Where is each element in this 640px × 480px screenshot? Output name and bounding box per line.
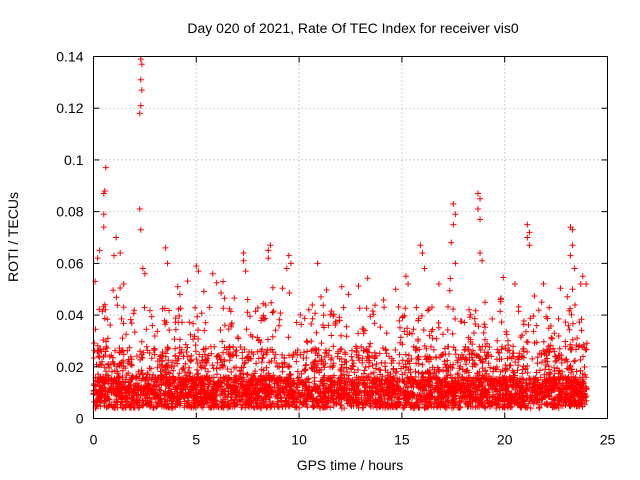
points-layer (90, 56, 590, 412)
scatter-point (138, 61, 145, 68)
scatter-point (220, 278, 227, 285)
y-tick-label: 0.08 (56, 204, 83, 220)
chart-title: Day 020 of 2021, Rate Of TEC Index for r… (187, 20, 518, 36)
scatter-point (137, 56, 144, 63)
x-tick-label: 25 (600, 432, 616, 448)
scatter-point (361, 327, 368, 334)
scatter-point (267, 242, 274, 249)
scatter-point (136, 206, 143, 213)
scatter-point (100, 224, 107, 231)
scatter-point (474, 206, 481, 213)
scatter-point (141, 270, 148, 277)
x-tick-label: 15 (394, 432, 410, 448)
scatter-point (137, 102, 144, 109)
scatter-point (96, 247, 103, 254)
scatter-point (100, 211, 107, 218)
scatter-point (137, 226, 144, 233)
scatter-point (450, 221, 457, 228)
scatter-point (195, 268, 202, 275)
scatter-point (314, 260, 321, 267)
scatter-point (138, 87, 145, 94)
scatter-point (474, 190, 481, 197)
scatter-point (240, 250, 247, 257)
axes-layer: 0 5 10 15 20 25 0 0.02 0.04 0.06 0.08 0.1 0.12 0.14 (56, 49, 615, 448)
scatter-point (100, 190, 107, 197)
scatter-point (287, 260, 294, 267)
scatter-point (452, 211, 459, 218)
scatter-point (403, 273, 410, 280)
scatter-point (577, 281, 584, 288)
scatter-point (209, 270, 216, 277)
y-tick-label: 0.14 (56, 49, 83, 65)
scatter-point (164, 260, 171, 267)
y-tick-label: 0.04 (56, 307, 83, 323)
scatter-point (405, 281, 412, 288)
scatter-point (113, 234, 120, 241)
scatter-point (392, 286, 399, 293)
scatter-point (569, 226, 576, 233)
scatter-point (283, 265, 290, 272)
scatter-point (102, 164, 109, 171)
x-tick-label: 5 (192, 432, 200, 448)
scatter-point (477, 250, 484, 257)
scatter-point (94, 255, 101, 262)
x-tick-label: 10 (291, 432, 307, 448)
scatter-point (265, 255, 272, 262)
x-tick-label: 0 (90, 432, 98, 448)
scatter-point (242, 268, 249, 275)
scatter-point (137, 76, 144, 83)
scatter-point (162, 244, 169, 251)
scatter-point (193, 262, 200, 269)
scatter-point (136, 110, 143, 117)
scatter-point (526, 242, 533, 249)
scatter-point (265, 247, 272, 254)
scatter-point (419, 250, 426, 257)
scatter-point (452, 260, 459, 267)
scatter-point (479, 257, 486, 264)
scatter-point (176, 291, 183, 298)
scatter-point (139, 265, 146, 272)
scatter-point (450, 200, 457, 207)
scatter-point (538, 299, 545, 306)
scatter-point (571, 265, 578, 272)
scatter-point (285, 252, 292, 259)
scatter-point (417, 242, 424, 249)
scatter-point (117, 250, 124, 257)
scatter-point (435, 281, 442, 288)
y-tick-label: 0.1 (64, 152, 84, 168)
y-tick-label: 0.02 (56, 359, 83, 375)
x-tick-label: 20 (497, 432, 513, 448)
scatter-point (101, 187, 108, 194)
scatter-point (569, 286, 576, 293)
scatter-point (111, 252, 118, 259)
scatter-point (526, 229, 533, 236)
y-tick-label: 0.12 (56, 100, 83, 116)
plot-frame (93, 56, 608, 419)
x-axis-label: GPS time / hours (297, 457, 404, 473)
scatter-point (421, 265, 428, 272)
scatter-point (240, 257, 247, 264)
scatter-point (477, 216, 484, 223)
scatter-point (345, 291, 352, 298)
scatter-point (174, 283, 181, 290)
scatter-point (567, 252, 574, 259)
scatter-point (497, 296, 504, 303)
y-tick-label: 0 (76, 411, 84, 427)
scatter-point-cloud (90, 274, 590, 412)
scatter-point (579, 273, 586, 280)
scatter-point (477, 195, 484, 202)
scatter-point (569, 242, 576, 249)
scatter-point (524, 234, 531, 241)
y-tick-label: 0.06 (56, 255, 83, 271)
grid-layer (93, 56, 608, 419)
scatter-point (448, 239, 455, 246)
scatter-point (524, 221, 531, 228)
scatter-point (511, 281, 518, 288)
y-axis-label: ROTI / TECUs (5, 192, 21, 282)
scatter-point (244, 296, 251, 303)
